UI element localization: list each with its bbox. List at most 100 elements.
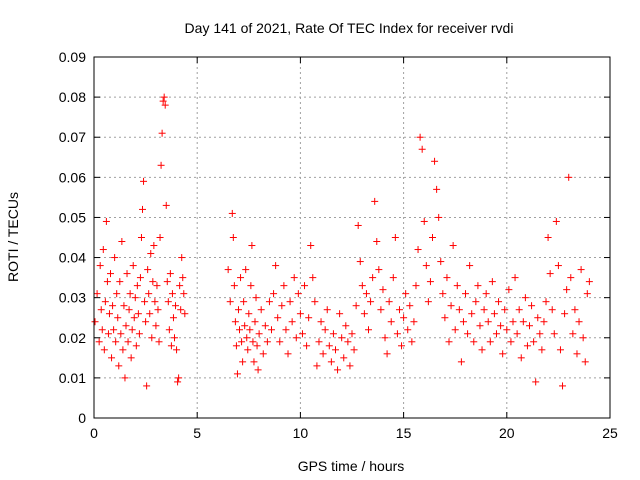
data-point — [91, 318, 99, 326]
data-point — [395, 306, 403, 314]
data-point — [414, 246, 422, 254]
data-point — [127, 354, 135, 362]
data-point — [137, 234, 145, 241]
data-point — [111, 254, 119, 262]
data-point — [239, 358, 247, 366]
data-point — [391, 234, 399, 241]
data-point — [139, 205, 147, 213]
data-point — [162, 201, 170, 209]
data-point — [224, 266, 232, 274]
data-point — [585, 278, 593, 286]
data-point — [163, 278, 171, 286]
data-point — [247, 282, 255, 290]
data-point — [265, 298, 273, 306]
data-point — [175, 374, 183, 382]
data-point — [457, 358, 465, 366]
data-point — [379, 286, 387, 294]
data-point — [398, 342, 406, 350]
data-point — [158, 129, 166, 137]
data-point — [360, 310, 368, 318]
data-point — [169, 314, 177, 322]
data-point — [571, 306, 579, 314]
data-point — [307, 242, 315, 250]
data-point — [437, 258, 445, 266]
data-point — [233, 370, 241, 378]
y-tick-label: 0.04 — [59, 250, 86, 266]
data-point — [172, 302, 180, 310]
data-point — [144, 266, 152, 274]
data-point — [100, 346, 108, 354]
data-point — [108, 354, 116, 362]
data-point — [311, 298, 319, 306]
data-point — [373, 238, 381, 246]
data-point — [536, 330, 544, 338]
data-point — [245, 310, 253, 318]
data-point — [151, 298, 159, 306]
data-point — [112, 338, 120, 346]
plot-frame — [93, 56, 611, 419]
data-point — [181, 310, 189, 318]
data-point — [583, 290, 591, 298]
data-point — [497, 322, 505, 330]
data-point — [443, 274, 451, 282]
data-point — [358, 282, 366, 290]
data-point — [517, 354, 525, 362]
x-tick-label: 10 — [293, 425, 309, 441]
data-point — [387, 318, 395, 326]
data-point — [367, 298, 375, 306]
data-point — [130, 314, 138, 322]
data-point — [119, 346, 127, 354]
data-point — [451, 326, 459, 334]
data-point — [142, 318, 150, 326]
data-point — [534, 314, 542, 322]
data-point — [393, 330, 401, 338]
data-point — [253, 342, 261, 350]
data-point — [284, 350, 292, 358]
data-point — [107, 270, 115, 278]
data-point — [104, 330, 112, 338]
data-point — [103, 278, 111, 286]
data-point — [234, 306, 242, 314]
data-point — [356, 258, 364, 266]
data-point — [462, 290, 470, 298]
data-point — [180, 290, 188, 298]
data-point — [581, 358, 589, 366]
data-point — [276, 338, 284, 346]
data-point — [263, 338, 271, 346]
data-point — [177, 306, 185, 314]
data-point — [563, 286, 571, 294]
data-point — [468, 310, 476, 318]
data-point — [168, 290, 176, 298]
data-point — [282, 326, 290, 334]
data-point — [472, 298, 480, 306]
data-point — [118, 238, 126, 246]
data-point — [420, 217, 428, 225]
data-point — [230, 282, 238, 290]
data-point — [389, 274, 397, 282]
data-point — [93, 290, 101, 298]
data-point — [228, 209, 236, 217]
data-point — [97, 306, 105, 314]
data-point — [540, 318, 548, 326]
data-point — [148, 334, 156, 342]
data-point — [426, 278, 434, 286]
data-point — [455, 306, 463, 314]
x-tick-label: 5 — [193, 425, 201, 441]
data-point — [113, 290, 121, 298]
data-point — [556, 346, 564, 354]
data-point — [327, 358, 335, 366]
data-point — [248, 242, 256, 250]
data-point — [559, 382, 567, 390]
data-point — [153, 282, 161, 290]
data-point — [470, 338, 478, 346]
data-point — [121, 374, 129, 382]
data-point — [478, 346, 486, 354]
data-point — [503, 326, 511, 334]
data-point — [167, 342, 175, 350]
data-point — [317, 318, 325, 326]
chart-title: Day 141 of 2021, Rate Of TEC Index for r… — [185, 20, 514, 36]
data-point — [505, 286, 513, 294]
data-point — [561, 310, 569, 318]
data-point — [408, 338, 416, 346]
